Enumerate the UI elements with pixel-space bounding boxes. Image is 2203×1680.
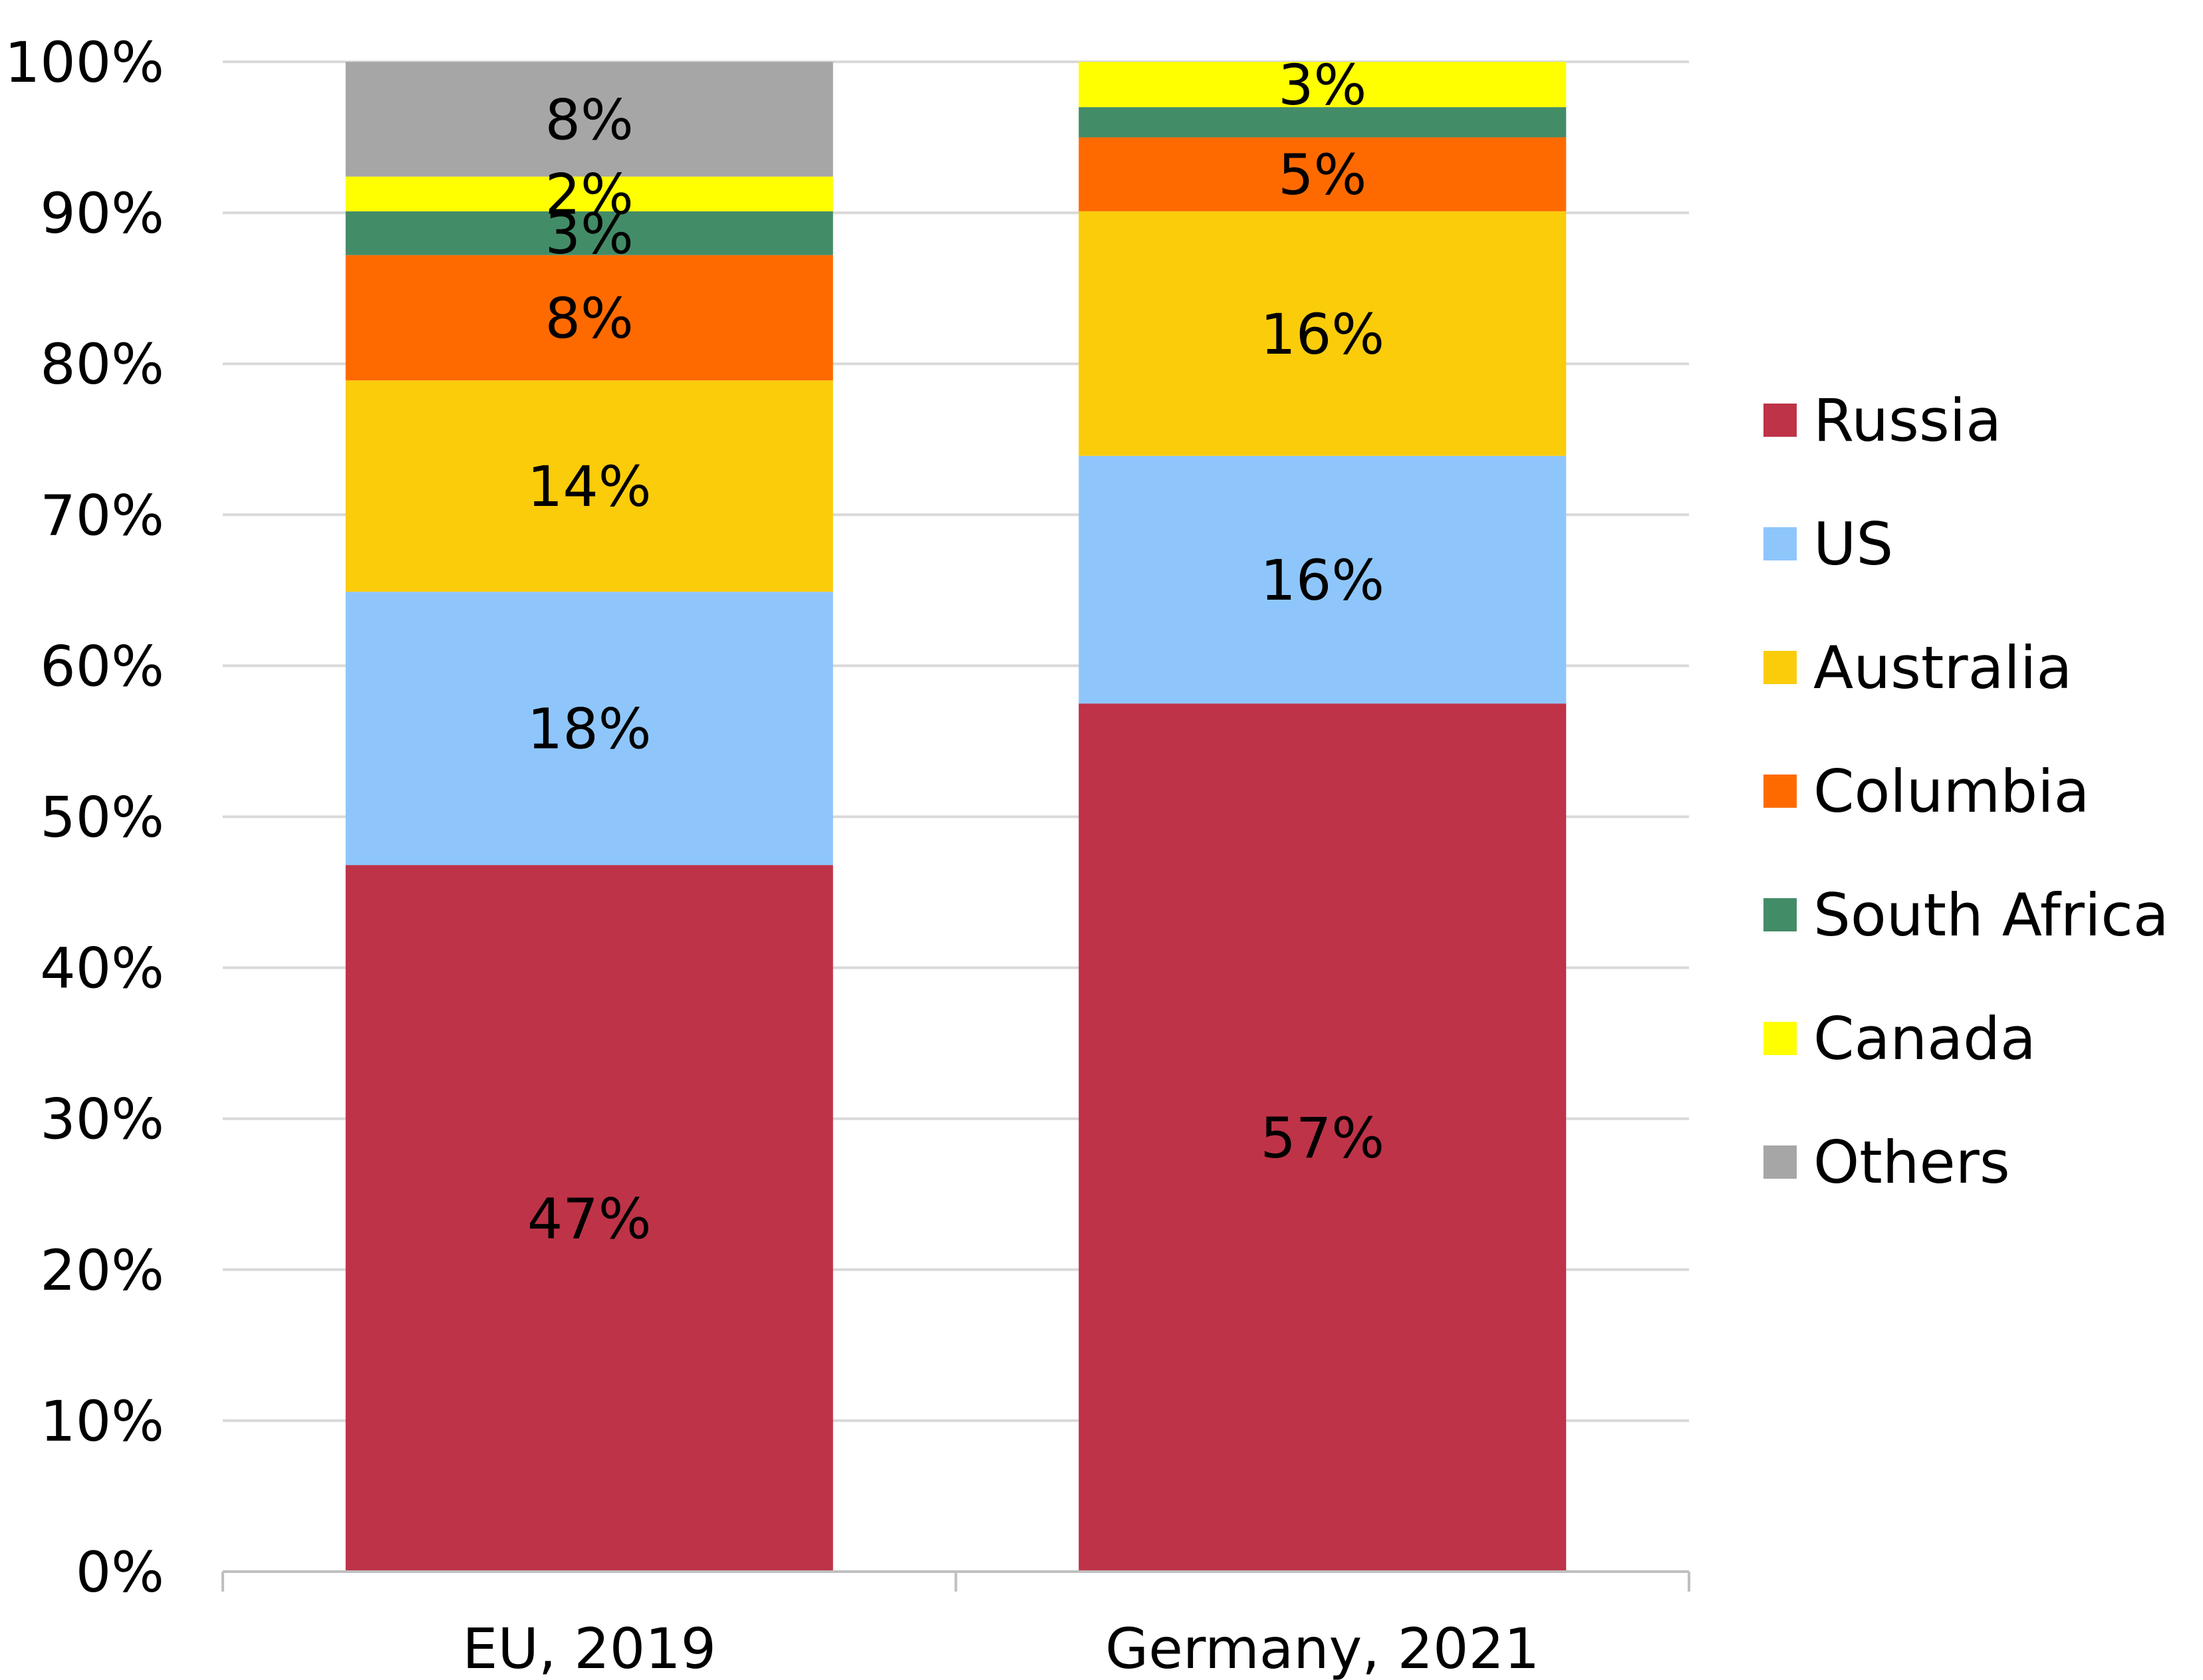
y-tick-label: 60% (40, 634, 164, 699)
legend-swatch (1763, 1145, 1797, 1179)
legend-swatch (1763, 404, 1797, 437)
bar-segment (345, 211, 833, 255)
data-label: 3% (545, 201, 634, 267)
y-tick-label: 100% (5, 30, 164, 95)
y-tick-label: 40% (40, 936, 164, 1001)
legend-label: Columbia (1813, 757, 2089, 826)
legend: Russia US Australia Columbia South Africa Can… (1763, 386, 2169, 1197)
legend-swatch (1763, 651, 1797, 684)
data-label: 2% (545, 162, 634, 227)
bars (345, 62, 1567, 1572)
data-label: 18% (527, 697, 652, 762)
y-tick-label: 90% (40, 181, 164, 246)
legend-label: South Africa (1813, 881, 2169, 949)
y-tick-label: 50% (40, 785, 164, 850)
bar-segment (345, 865, 833, 1572)
data-label: 16% (1260, 302, 1384, 367)
data-label: 8% (545, 286, 634, 351)
legend-label: Russia (1813, 386, 2002, 455)
bar-segment (1079, 137, 1567, 211)
legend-label: Others (1813, 1128, 2010, 1197)
bar-segment (345, 62, 833, 177)
legend-swatch (1763, 1022, 1797, 1055)
bar-segment (345, 592, 833, 866)
bar-segment (1079, 703, 1567, 1572)
axes: 0% 10% 20% 30% 40% 50% 60% 70% 80% 90% 100% EU, 201… (5, 30, 1690, 1680)
data-labels: 47%18%14%8%3%2%8%57%16%16%5%3% (527, 53, 1384, 1252)
bar-segment (345, 380, 833, 592)
x-category-label: Germany, 2021 (1105, 1616, 1539, 1680)
bar-segment (1079, 455, 1567, 704)
legend-label: US (1813, 510, 1893, 578)
data-label: 5% (1278, 142, 1366, 207)
legend-label: Australia (1813, 634, 2072, 702)
y-tick-label: 30% (40, 1087, 164, 1152)
y-tick-label: 10% (40, 1389, 164, 1454)
bar-segment (1079, 211, 1567, 456)
data-label: 57% (1260, 1106, 1384, 1171)
data-label: 8% (545, 87, 634, 152)
y-tick-label: 0% (76, 1540, 164, 1605)
x-category-label: EU, 2019 (462, 1616, 716, 1680)
legend-label: Canada (1813, 1005, 2036, 1073)
legend-swatch (1763, 898, 1797, 931)
y-tick-label: 20% (40, 1238, 164, 1303)
bar-segment (1079, 107, 1567, 138)
data-label: 14% (527, 454, 652, 519)
legend-swatch (1763, 775, 1797, 808)
bar-segment (345, 255, 833, 381)
y-tick-label: 70% (40, 483, 164, 548)
bar-segment (345, 176, 833, 211)
data-label: 3% (1278, 53, 1366, 118)
y-tick-label: 80% (40, 332, 164, 397)
bar-segment (1079, 62, 1567, 108)
legend-swatch (1763, 527, 1797, 560)
data-label: 47% (527, 1187, 652, 1252)
data-label: 16% (1260, 548, 1384, 613)
